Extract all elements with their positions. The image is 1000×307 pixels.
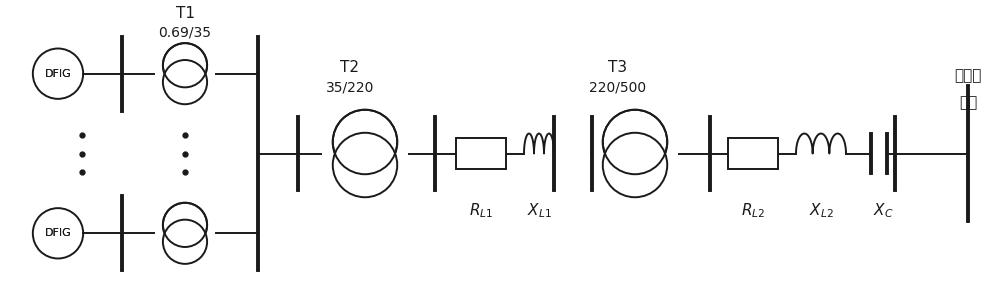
Text: $X_C$: $X_C$ (873, 201, 893, 220)
Text: $R_{L2}$: $R_{L2}$ (741, 201, 765, 220)
Text: DFIG: DFIG (45, 69, 71, 79)
Ellipse shape (603, 110, 667, 174)
Ellipse shape (33, 208, 83, 258)
Ellipse shape (33, 49, 83, 99)
Text: DFIG: DFIG (45, 228, 71, 238)
Text: T3: T3 (608, 60, 628, 75)
Ellipse shape (163, 203, 207, 247)
Ellipse shape (163, 220, 207, 264)
Text: DFIG: DFIG (45, 228, 71, 238)
Text: 无穷大: 无穷大 (954, 68, 982, 83)
Text: T2: T2 (340, 60, 360, 75)
Text: 电网: 电网 (959, 95, 977, 110)
Bar (456, 138, 506, 169)
Ellipse shape (163, 60, 207, 104)
Ellipse shape (333, 133, 397, 197)
Ellipse shape (333, 110, 397, 174)
Ellipse shape (163, 43, 207, 87)
Text: $X_{L2}$: $X_{L2}$ (809, 201, 833, 220)
Text: T1: T1 (176, 6, 194, 21)
Text: DFIG: DFIG (45, 69, 71, 79)
Text: $X_{L1}$: $X_{L1}$ (527, 201, 551, 220)
Text: 0.69/35: 0.69/35 (158, 25, 212, 39)
Text: 35/220: 35/220 (326, 80, 374, 95)
Text: $R_{L1}$: $R_{L1}$ (469, 201, 493, 220)
Bar (728, 138, 778, 169)
Text: 220/500: 220/500 (589, 80, 647, 95)
Ellipse shape (603, 133, 667, 197)
